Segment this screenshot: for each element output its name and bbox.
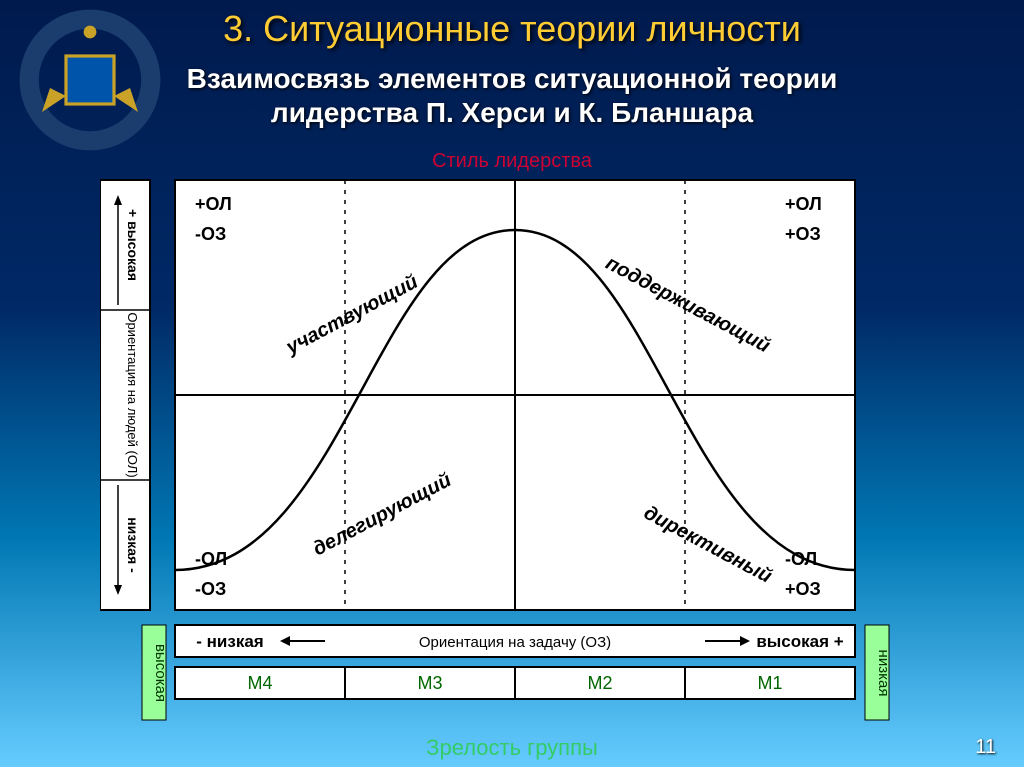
m3: М3 — [417, 673, 442, 693]
q-br-oz: +ОЗ — [785, 579, 821, 599]
y-axis-group: + высокая Ориентация на людей (ОЛ) низка… — [100, 180, 150, 610]
q-bl-oz: -ОЗ — [195, 579, 226, 599]
m4: М4 — [247, 673, 272, 693]
x-axis-low: - низкая — [196, 632, 263, 651]
maturity-right: низкая — [865, 625, 892, 720]
q-tr-ol: +ОЛ — [785, 194, 822, 214]
q-tl-ol: +ОЛ — [195, 194, 232, 214]
x-axis-group: - низкая Ориентация на задачу (ОЗ) высок… — [175, 625, 855, 657]
maturity-row: М4 М3 М2 М1 — [175, 667, 855, 699]
page-number: 11 — [975, 736, 996, 759]
q-br-ol: -ОЛ — [785, 549, 817, 569]
q-tr-oz: +ОЗ — [785, 224, 821, 244]
y-axis-high: + высокая — [125, 209, 141, 281]
subtitle-line2: лидерства П. Херси и К. Бланшара — [271, 97, 753, 128]
maturity-label: Зрелость группы — [0, 735, 1024, 761]
slide-title: 3. Ситуационные теории личности — [0, 8, 1024, 50]
q-bl-ol: -ОЛ — [195, 549, 227, 569]
m1: М1 — [757, 673, 782, 693]
maturity-left: высокая — [142, 625, 169, 720]
m2: М2 — [587, 673, 612, 693]
q-tl-oz: -ОЗ — [195, 224, 226, 244]
y-axis-label: Ориентация на людей (ОЛ) — [125, 312, 140, 477]
maturity-left-label: высокая — [152, 644, 169, 702]
x-axis-high: высокая + — [756, 632, 843, 651]
subtitle-line1: Взаимосвязь элементов ситуационной теори… — [187, 63, 838, 94]
chart-title: Стиль лидерства — [0, 150, 1024, 173]
leadership-diagram: + высокая Ориентация на людей (ОЛ) низка… — [100, 180, 930, 700]
slide-subtitle: Взаимосвязь элементов ситуационной теори… — [0, 62, 1024, 129]
maturity-right-label: низкая — [875, 650, 892, 697]
quadrant-grid: +ОЛ -ОЗ участвующий +ОЛ +ОЗ поддерживающ… — [175, 180, 855, 610]
y-axis-low: низкая - — [125, 517, 141, 573]
x-axis-label: Ориентация на задачу (ОЗ) — [419, 634, 611, 651]
